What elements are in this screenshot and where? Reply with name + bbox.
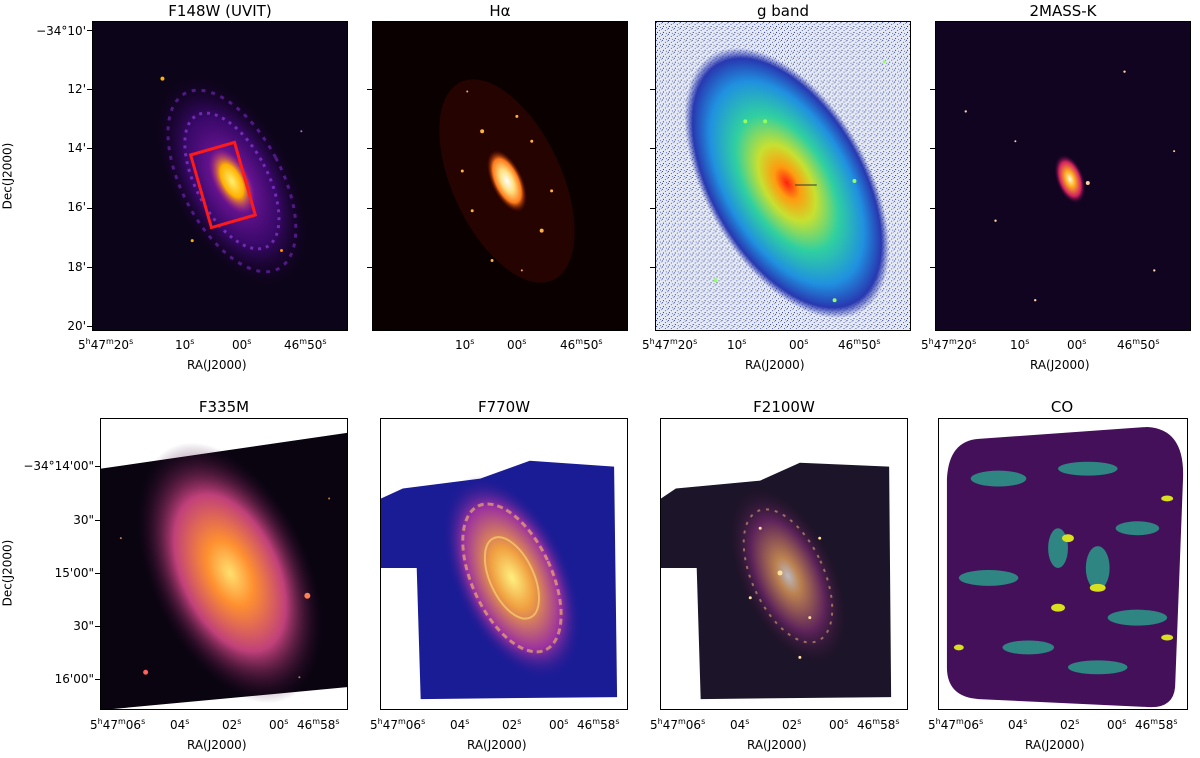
ra-tick-label: 00s [269, 717, 289, 733]
ra-tick-label: 46m58s [297, 717, 340, 733]
dec-tick-label: 16' [67, 200, 86, 214]
image-co [938, 418, 1188, 710]
dec-tick-label: 18' [67, 260, 86, 274]
panel-title-f335m: F335M [198, 398, 250, 416]
ra-tick-label: 00s [829, 717, 849, 733]
image-gband [655, 21, 911, 331]
panel-title-f770w: F770W [477, 398, 531, 416]
image-halpha [372, 21, 628, 331]
ra-tick-label: 46m50s [838, 337, 881, 353]
ra-tick-label: 00s [1067, 337, 1087, 353]
ra-tick-label: 10s [175, 337, 195, 353]
ra-tick-label: 04s [1008, 717, 1028, 733]
ra-tick-label: 10s [1010, 337, 1030, 353]
x-axis-title: RA(J2000) [187, 738, 247, 752]
dec-tick-label: −34°14'00" [23, 459, 94, 473]
ra-tick-label: 5h47m06s [928, 717, 984, 733]
x-axis-title: RA(J2000) [747, 738, 807, 752]
image-f148w [92, 21, 348, 331]
image-2mass-k [935, 21, 1191, 331]
dec-tick-label: 12' [67, 82, 86, 96]
ra-tick-label: 00s [549, 717, 569, 733]
ra-tick-label: 46m58s [857, 717, 900, 733]
x-axis-title: RA(J2000) [1030, 358, 1090, 372]
ra-tick-label: 10s [455, 337, 475, 353]
ra-tick-label: 04s [730, 717, 750, 733]
x-axis-title: RA(J2000) [745, 358, 805, 372]
ra-tick-label: 46m58s [1135, 717, 1178, 733]
ra-tick-label: 02s [782, 717, 802, 733]
x-axis-title: RA(J2000) [187, 358, 247, 372]
y-axis-title: Dec(J2000) [0, 539, 15, 607]
image-f770w [380, 418, 628, 710]
ra-tick-label: 02s [502, 717, 522, 733]
panel-title-halpha: Hα [489, 2, 511, 20]
panel-title-2mass-k: 2MASS-K [1029, 2, 1097, 20]
dec-tick-label: 20' [67, 319, 86, 333]
dec-tick-label: 14' [67, 141, 86, 155]
ra-tick-label: 00s [1107, 717, 1127, 733]
ra-tick-label: 02s [222, 717, 242, 733]
ra-tick-label: 10s [727, 337, 747, 353]
ra-tick-label: 00s [789, 337, 809, 353]
dec-tick-label: 30" [73, 619, 94, 633]
ra-tick-label: 46m50s [560, 337, 603, 353]
ra-tick-label: 5h47m06s [650, 717, 706, 733]
ra-tick-label: 5h47m20s [78, 337, 134, 353]
y-axis-title: Dec(J2000) [0, 142, 15, 210]
dec-tick-label: 15'00" [54, 566, 94, 580]
dec-tick-label: 16'00" [54, 672, 94, 686]
ra-tick-label: 5h47m06s [90, 717, 146, 733]
ra-tick-label: 5h47m20s [642, 337, 698, 353]
x-axis-title: RA(J2000) [1025, 738, 1085, 752]
ra-tick-label: 04s [170, 717, 190, 733]
ra-tick-label: 02s [1060, 717, 1080, 733]
ra-tick-label: 46m50s [284, 337, 327, 353]
panel-title-f148w: F148W (UVIT) [168, 2, 272, 20]
ra-tick-label: 00s [232, 337, 252, 353]
ra-tick-label: 5h47m06s [370, 717, 426, 733]
panel-title-gband: g band [756, 2, 810, 20]
dec-tick-label: −34°10' [36, 24, 86, 38]
ra-tick-label: 5h47m20s [921, 337, 977, 353]
panel-title-co: CO [1050, 398, 1074, 416]
ra-tick-label: 46m58s [577, 717, 620, 733]
ra-tick-label: 04s [450, 717, 470, 733]
panel-title-f2100w: F2100W [753, 398, 815, 416]
ra-tick-label: 46m50s [1117, 337, 1160, 353]
dec-tick-label: 30" [73, 513, 94, 527]
ra-tick-label: 00s [507, 337, 527, 353]
image-f2100w [660, 418, 908, 710]
x-axis-title: RA(J2000) [467, 738, 527, 752]
image-f335m [100, 418, 348, 710]
